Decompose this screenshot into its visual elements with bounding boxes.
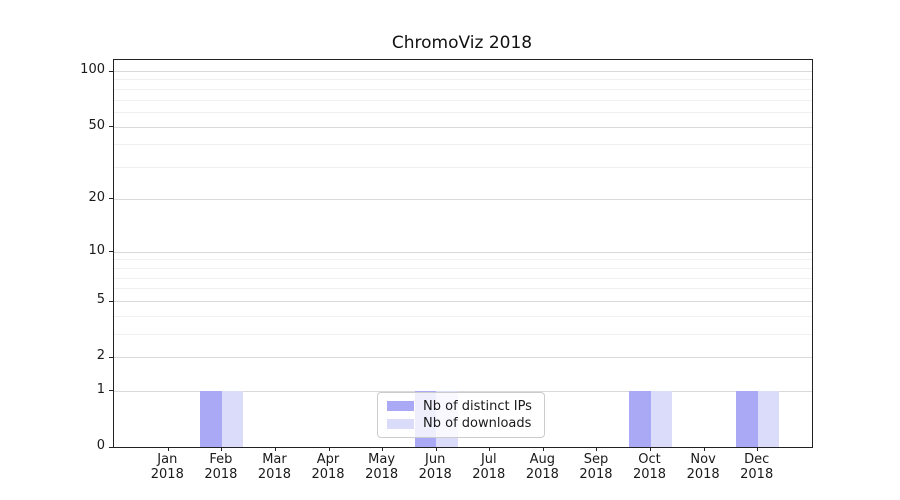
x-tick-label-oct: Oct 2018	[615, 452, 685, 482]
x-tick-label-jul: Jul 2018	[454, 452, 524, 482]
x-tick-oct	[650, 447, 652, 451]
bar-distinct-ips-oct	[629, 390, 651, 447]
gridline-major-20	[114, 198, 812, 200]
gridline-minor-40	[114, 144, 812, 146]
y-tick-0	[109, 446, 114, 448]
gridline-major-100	[114, 71, 812, 72]
year-label: 2018	[311, 467, 345, 482]
y-tick-label-0: 0	[96, 438, 105, 453]
month-label: Dec	[744, 452, 770, 467]
legend-swatch	[387, 401, 414, 412]
month-label: May	[368, 452, 396, 467]
month-label: Jun	[425, 452, 446, 467]
month-label: Apr	[316, 452, 340, 467]
legend-swatch	[387, 418, 414, 429]
gridline-major-10	[114, 251, 812, 253]
year-label: 2018	[579, 467, 613, 482]
x-tick-label-apr: Apr 2018	[293, 452, 363, 482]
x-tick-jun	[435, 447, 437, 451]
x-tick-label-jan: Jan 2018	[132, 452, 202, 482]
gridline-major-50	[114, 126, 812, 128]
legend-label: Nb of distinct IPs	[423, 398, 532, 414]
y-tick-label-10: 10	[88, 242, 105, 258]
x-tick-nov	[703, 447, 705, 451]
y-tick-label-20: 20	[88, 189, 105, 205]
month-label: Mar	[262, 452, 287, 467]
gridline-minor-7	[114, 277, 812, 279]
plot-area	[109, 59, 813, 451]
y-tick-50	[109, 126, 114, 128]
y-tick-20	[109, 198, 114, 200]
bar-distinct-ips-dec	[736, 390, 758, 447]
gridline-minor-70	[114, 99, 812, 101]
gridline-major-1	[114, 390, 812, 392]
year-label: 2018	[525, 467, 559, 482]
legend-entry: Nb of downloads	[387, 416, 535, 431]
legend: Nb of distinct IPs Nb of downloads	[377, 392, 545, 438]
chart-title: ChromoViz 2018	[391, 33, 533, 53]
y-tick-label-5: 5	[96, 292, 105, 308]
y-tick-label-50: 50	[88, 117, 105, 133]
y-tick-label-1: 1	[96, 381, 105, 397]
month-label: Jan	[157, 452, 178, 467]
year-label: 2018	[257, 467, 291, 482]
gridline-minor-80	[114, 88, 812, 90]
year-label: 2018	[204, 467, 238, 482]
x-tick-label-jun: Jun 2018	[400, 452, 470, 482]
gridline-major-5	[114, 301, 812, 303]
year-label: 2018	[365, 467, 399, 482]
x-tick-label-nov: Nov 2018	[668, 452, 738, 482]
x-tick-dec	[757, 447, 759, 451]
month-label: Jul	[480, 452, 497, 467]
x-tick-label-feb: Feb 2018	[186, 452, 256, 482]
x-tick-jan	[167, 447, 169, 451]
month-label: Sep	[583, 452, 609, 467]
bar-downloads-oct	[650, 390, 673, 447]
month-label: Oct	[638, 452, 661, 467]
x-tick-mar	[274, 447, 276, 451]
x-tick-feb	[221, 447, 223, 451]
x-tick-label-mar: Mar 2018	[239, 452, 309, 482]
gridline-minor-6	[114, 288, 812, 290]
y-tick-label-2: 2	[96, 348, 105, 364]
y-tick-10	[109, 251, 114, 253]
gridline-minor-8	[114, 267, 812, 269]
x-tick-label-may: May 2018	[347, 452, 417, 482]
y-tick-5	[109, 300, 114, 302]
y-tick-100	[109, 70, 114, 72]
x-tick-apr	[328, 447, 330, 451]
gridline-minor-90	[114, 79, 812, 81]
legend-entry: Nb of distinct IPs	[387, 399, 535, 414]
gridline-minor-3	[114, 334, 812, 336]
bar-downloads-feb	[221, 390, 244, 447]
x-tick-label-sep: Sep 2018	[561, 452, 631, 482]
gridline-minor-60	[114, 112, 812, 114]
y-tick-label-100: 100	[80, 62, 105, 77]
gridline-major-2	[114, 357, 812, 359]
year-label: 2018	[418, 467, 452, 482]
year-label: 2018	[150, 467, 184, 482]
x-tick-label-dec: Dec 2018	[722, 452, 792, 482]
gridline-minor-4	[114, 315, 812, 317]
legend-label: Nb of downloads	[423, 416, 532, 432]
x-tick-jul	[489, 447, 491, 451]
month-label: Nov	[690, 452, 716, 467]
month-label: Aug	[529, 452, 556, 467]
x-tick-aug	[542, 447, 544, 451]
year-label: 2018	[472, 467, 506, 482]
year-label: 2018	[632, 467, 667, 482]
y-tick-1	[109, 390, 114, 392]
gridline-minor-9	[114, 259, 812, 261]
year-label: 2018	[740, 467, 774, 482]
gridline-minor-30	[114, 167, 812, 169]
x-tick-sep	[596, 447, 598, 451]
year-label: 2018	[686, 467, 720, 482]
y-tick-2	[109, 356, 114, 358]
bar-downloads-dec	[757, 390, 780, 447]
month-label: Feb	[209, 452, 233, 467]
x-tick-may	[382, 447, 384, 451]
x-tick-label-aug: Aug 2018	[507, 452, 577, 482]
bar-distinct-ips-feb	[200, 390, 222, 447]
